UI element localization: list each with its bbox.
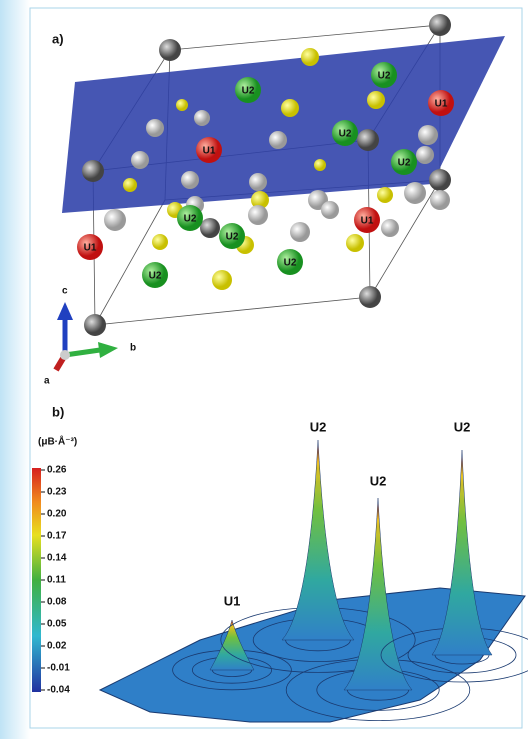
colorbar	[32, 468, 41, 692]
atom	[181, 171, 199, 189]
colorbar-tick-label: 0.23	[47, 487, 67, 498]
atom-label: U1	[435, 99, 448, 110]
peak-label: U2	[310, 419, 327, 434]
colorbar-tick-label: 0.20	[47, 509, 67, 520]
atom	[248, 205, 268, 225]
atom	[159, 39, 181, 61]
atom	[357, 129, 379, 151]
atom-label: U1	[203, 146, 216, 157]
colorbar-tick-label: 0.05	[47, 619, 67, 630]
atom-label: U2	[184, 214, 197, 225]
atom	[430, 190, 450, 210]
atom	[82, 160, 104, 182]
panel-label: a)	[52, 31, 64, 46]
axis-label: b	[130, 343, 136, 354]
axis-label: a	[44, 376, 50, 387]
peak-label: U1	[224, 593, 241, 608]
colorbar-tick-label: 0.14	[47, 553, 67, 564]
atom	[314, 159, 326, 171]
colorbar-tick-label: -0.04	[47, 685, 70, 696]
atom	[381, 219, 399, 237]
atom	[123, 178, 137, 192]
atom	[301, 48, 319, 66]
colorbar-tick-label: 0.26	[47, 465, 67, 476]
atom	[269, 131, 287, 149]
axis-label: c	[62, 286, 68, 297]
atom	[359, 286, 381, 308]
atom	[429, 169, 451, 191]
atom	[281, 99, 299, 117]
atom-label: U2	[398, 158, 411, 169]
atom	[200, 218, 220, 238]
atom-label: U1	[84, 243, 97, 254]
atom	[212, 270, 232, 290]
atom-label: U2	[284, 258, 297, 269]
atom	[249, 173, 267, 191]
atom	[290, 222, 310, 242]
panel-label: b)	[52, 404, 64, 419]
colorbar-tick-label: 0.17	[47, 531, 67, 542]
atom	[367, 91, 385, 109]
atom	[176, 99, 188, 111]
atom-label: U2	[339, 129, 352, 140]
side-band	[0, 0, 30, 739]
peak-label: U2	[370, 473, 387, 488]
atom	[146, 119, 164, 137]
colorbar-tick-label: 0.11	[47, 575, 66, 586]
atom	[346, 234, 364, 252]
atom-label: U1	[361, 216, 374, 227]
atom	[152, 234, 168, 250]
page: {"panel_a": {"label": "a)", "atom_labels…	[0, 0, 528, 739]
colorbar-tick-label: 0.08	[47, 597, 67, 608]
atom	[321, 201, 339, 219]
atom	[377, 187, 393, 203]
atom	[416, 146, 434, 164]
peak-label: U2	[454, 419, 471, 434]
atom-label: U2	[226, 232, 239, 243]
atom-label: U2	[378, 71, 391, 82]
atom	[131, 151, 149, 169]
atom-label: U2	[242, 86, 255, 97]
atom	[429, 14, 451, 36]
colorbar-title: (μB·Å⁻³)	[38, 435, 77, 448]
atom	[104, 209, 126, 231]
colorbar-tick-label: 0.02	[47, 641, 67, 652]
atom	[84, 314, 106, 336]
atom	[404, 182, 426, 204]
figure: a) U2 U2 U1 U2 U1 U2 U2 U2 U1 U1 U2 U2 c b a b) (μB…	[0, 0, 528, 739]
atom	[194, 110, 210, 126]
colorbar-tick-label: -0.01	[47, 663, 70, 674]
atom	[418, 125, 438, 145]
atom-label: U2	[149, 271, 162, 282]
